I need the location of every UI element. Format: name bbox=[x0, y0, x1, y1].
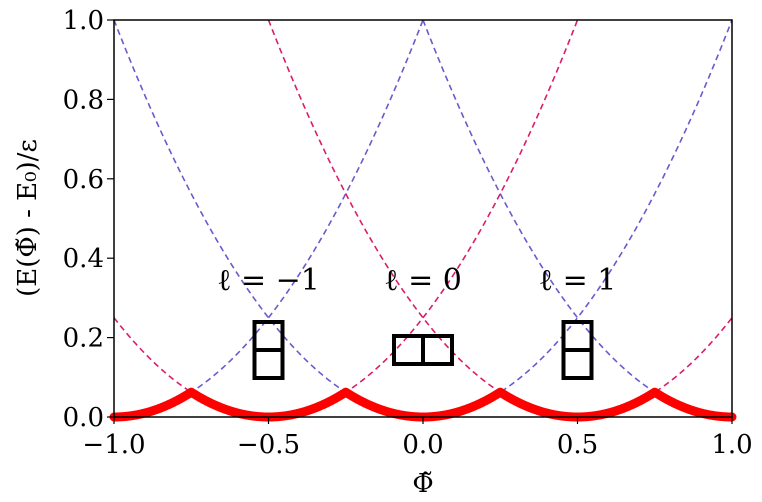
y-tick-label: 1.0 bbox=[63, 6, 104, 36]
ticks-layer: −1.0 −0.5 0.0 0.5 1.0 0.0 0.2 0.4 0.6 0.8 1.0 bbox=[63, 6, 753, 460]
sector-label: ℓ = −1 bbox=[217, 263, 320, 298]
sector-label: ℓ = 1 bbox=[539, 263, 617, 298]
dashed-parabola-pink bbox=[267, 19, 733, 418]
y-tick-label: 0.4 bbox=[63, 244, 104, 274]
x-tick-label: 0.0 bbox=[402, 430, 443, 460]
x-tick-label: 0.5 bbox=[557, 430, 598, 460]
y-tick-label: 0.0 bbox=[63, 403, 104, 433]
dashed-parabola-blue bbox=[113, 19, 733, 418]
plaquette-icon bbox=[392, 334, 454, 366]
y-axis-label: (E(Φ̃) - E₀)/ε bbox=[13, 139, 43, 297]
x-axis-label: Φ̃ bbox=[412, 469, 433, 499]
dashed-parabola-blue bbox=[422, 19, 733, 418]
dashed-parabola-blue bbox=[113, 19, 424, 418]
x-tick-label: −1.0 bbox=[82, 430, 145, 460]
x-tick-label: 1.0 bbox=[711, 430, 752, 460]
dashed-parabola-pink bbox=[113, 19, 579, 418]
sector-label: ℓ = 0 bbox=[384, 263, 462, 298]
plaquette-icon bbox=[561, 320, 594, 380]
plaquette-icon bbox=[252, 320, 285, 380]
ground-state-curve bbox=[109, 387, 737, 422]
annotations-layer: ℓ = −1 ℓ = 0 ℓ = 1 bbox=[217, 263, 617, 380]
y-tick-label: 0.8 bbox=[63, 85, 104, 115]
x-tick-label: −0.5 bbox=[237, 430, 300, 460]
y-tick-label: 0.6 bbox=[63, 165, 104, 195]
y-tick-label: 0.2 bbox=[63, 324, 104, 354]
